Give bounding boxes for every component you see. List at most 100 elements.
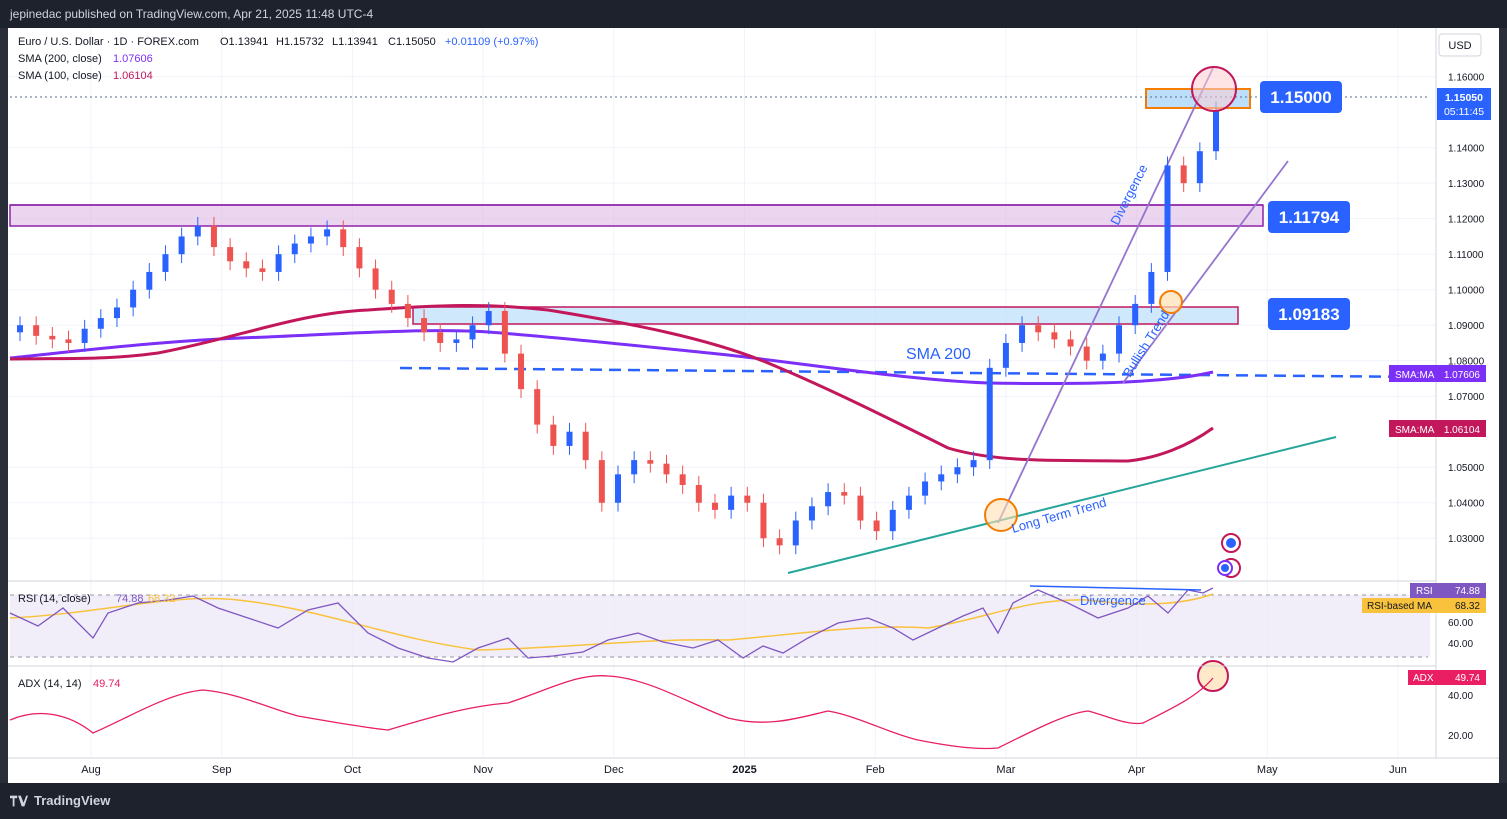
candle-body[interactable] <box>1148 271 1155 304</box>
level-label-1.15000: 1.15000 <box>1260 81 1342 113</box>
candle-body[interactable] <box>566 431 573 446</box>
currency-button[interactable]: USD <box>1438 33 1482 57</box>
rsi-axis-tick: 40.00 <box>1448 639 1473 650</box>
candle-body[interactable] <box>711 502 718 510</box>
candle-body[interactable] <box>1067 339 1074 347</box>
candle-body[interactable] <box>582 431 589 461</box>
candle-body[interactable] <box>146 271 153 290</box>
candle-body[interactable] <box>598 460 605 503</box>
candle-body[interactable] <box>1019 325 1026 343</box>
candle-body[interactable] <box>873 520 880 532</box>
candle-body[interactable] <box>970 460 977 468</box>
price-chart[interactable]: SMA 200 Long Term Trend Bullish Trend Di… <box>8 28 1499 783</box>
candle-body[interactable] <box>388 289 395 304</box>
candle-body[interactable] <box>372 268 379 290</box>
candle-body[interactable] <box>97 318 104 329</box>
candle-body[interactable] <box>194 225 201 237</box>
bullish-trend-upper <box>997 67 1214 524</box>
candle-body[interactable] <box>615 474 621 503</box>
candle-body[interactable] <box>1002 342 1009 368</box>
price-axis-tick: 1.11000 <box>1448 250 1484 261</box>
candle-body[interactable] <box>243 261 250 269</box>
candle-body[interactable] <box>792 520 799 546</box>
price-axis-tick: 1.05000 <box>1448 463 1485 474</box>
candle-body[interactable] <box>49 335 56 340</box>
candle-body[interactable] <box>534 389 541 425</box>
candle-body[interactable] <box>1116 325 1123 354</box>
candle-body[interactable] <box>1132 303 1139 326</box>
tradingview-logo-icon <box>10 795 28 806</box>
time-axis-label: 2025 <box>732 764 756 776</box>
candle-body[interactable] <box>679 474 686 485</box>
sma100-legend-label: SMA (100, close) <box>18 70 102 82</box>
candle-body[interactable] <box>744 495 751 503</box>
candle-body[interactable] <box>1051 332 1058 340</box>
candle-body[interactable] <box>340 229 347 248</box>
candle-body[interactable] <box>518 353 525 390</box>
tradingview-logo[interactable]: TradingView <box>10 793 110 808</box>
price-axis-ticks: 1.16000 1.14000 1.13000 1.12000 1.11000 1.100… <box>1448 73 1485 546</box>
candle-body[interactable] <box>938 474 945 482</box>
candle-body[interactable] <box>647 460 654 464</box>
candle-body[interactable] <box>1213 110 1219 152</box>
candle-body[interactable] <box>65 339 72 343</box>
candle-body[interactable] <box>841 492 848 496</box>
time-axis-label: Nov <box>473 764 493 776</box>
symbol-title: Euro / U.S. Dollar · 1D · FOREX.com <box>18 36 199 48</box>
candle-body[interactable] <box>808 506 815 521</box>
candle-body[interactable] <box>857 495 864 521</box>
candle-body[interactable] <box>1099 353 1106 361</box>
candle-body[interactable] <box>453 339 460 343</box>
candle-body[interactable] <box>356 247 363 269</box>
candle-body[interactable] <box>1164 165 1171 272</box>
candle-body[interactable] <box>33 325 40 336</box>
candle-body[interactable] <box>81 328 88 343</box>
candle-body[interactable] <box>905 495 912 510</box>
candle-body[interactable] <box>1035 325 1042 333</box>
annotation-sma200: SMA 200 <box>906 346 971 363</box>
candle-body[interactable] <box>162 254 169 272</box>
candle-body[interactable] <box>227 247 234 262</box>
candle-body[interactable] <box>113 307 120 319</box>
candle-body[interactable] <box>1180 165 1187 184</box>
candle-body[interactable] <box>695 484 702 503</box>
candle-body[interactable] <box>324 229 331 237</box>
candle-body[interactable] <box>259 268 266 272</box>
price-axis-tick: 1.03000 <box>1448 534 1485 545</box>
candle-body[interactable] <box>550 424 557 446</box>
candle-body[interactable] <box>986 367 993 461</box>
candle-body[interactable] <box>130 289 137 308</box>
footer-bar: TradingView <box>0 783 1507 819</box>
candle-body[interactable] <box>889 509 896 532</box>
candle-body[interactable] <box>210 225 217 248</box>
candle-body[interactable] <box>501 311 508 354</box>
price-axis-tick: 1.10000 <box>1448 286 1485 297</box>
candle-body[interactable] <box>1196 151 1203 184</box>
time-axis-label: Dec <box>604 764 624 776</box>
candle-body[interactable] <box>291 243 298 255</box>
candle-body[interactable] <box>469 325 476 340</box>
candle-body[interactable] <box>17 325 23 333</box>
candle-body[interactable] <box>825 492 832 507</box>
adx-circle <box>1197 660 1229 692</box>
candle-body[interactable] <box>631 460 638 475</box>
candle-body[interactable] <box>485 311 492 326</box>
svg-text:49.74: 49.74 <box>1455 673 1480 684</box>
candle-body[interactable] <box>437 332 444 343</box>
candle-body[interactable] <box>663 463 670 475</box>
candle-body[interactable] <box>922 481 929 496</box>
candle-body[interactable] <box>404 303 411 319</box>
rsi-legend-ma: 68.32 <box>148 593 176 605</box>
candle-body[interactable] <box>275 254 282 272</box>
candle-body[interactable] <box>760 502 767 539</box>
candle-body[interactable] <box>1083 346 1090 361</box>
candle-body[interactable] <box>307 236 314 244</box>
candle-body[interactable] <box>728 495 735 510</box>
candle-body[interactable] <box>421 318 428 333</box>
price-axis-tick: 1.09000 <box>1448 321 1485 332</box>
ohlc-open: O1.13941 <box>220 36 268 48</box>
candle-body[interactable] <box>954 467 961 475</box>
adx-legend-value: 49.74 <box>93 678 121 690</box>
candle-body[interactable] <box>178 236 185 255</box>
candle-body[interactable] <box>776 538 783 546</box>
